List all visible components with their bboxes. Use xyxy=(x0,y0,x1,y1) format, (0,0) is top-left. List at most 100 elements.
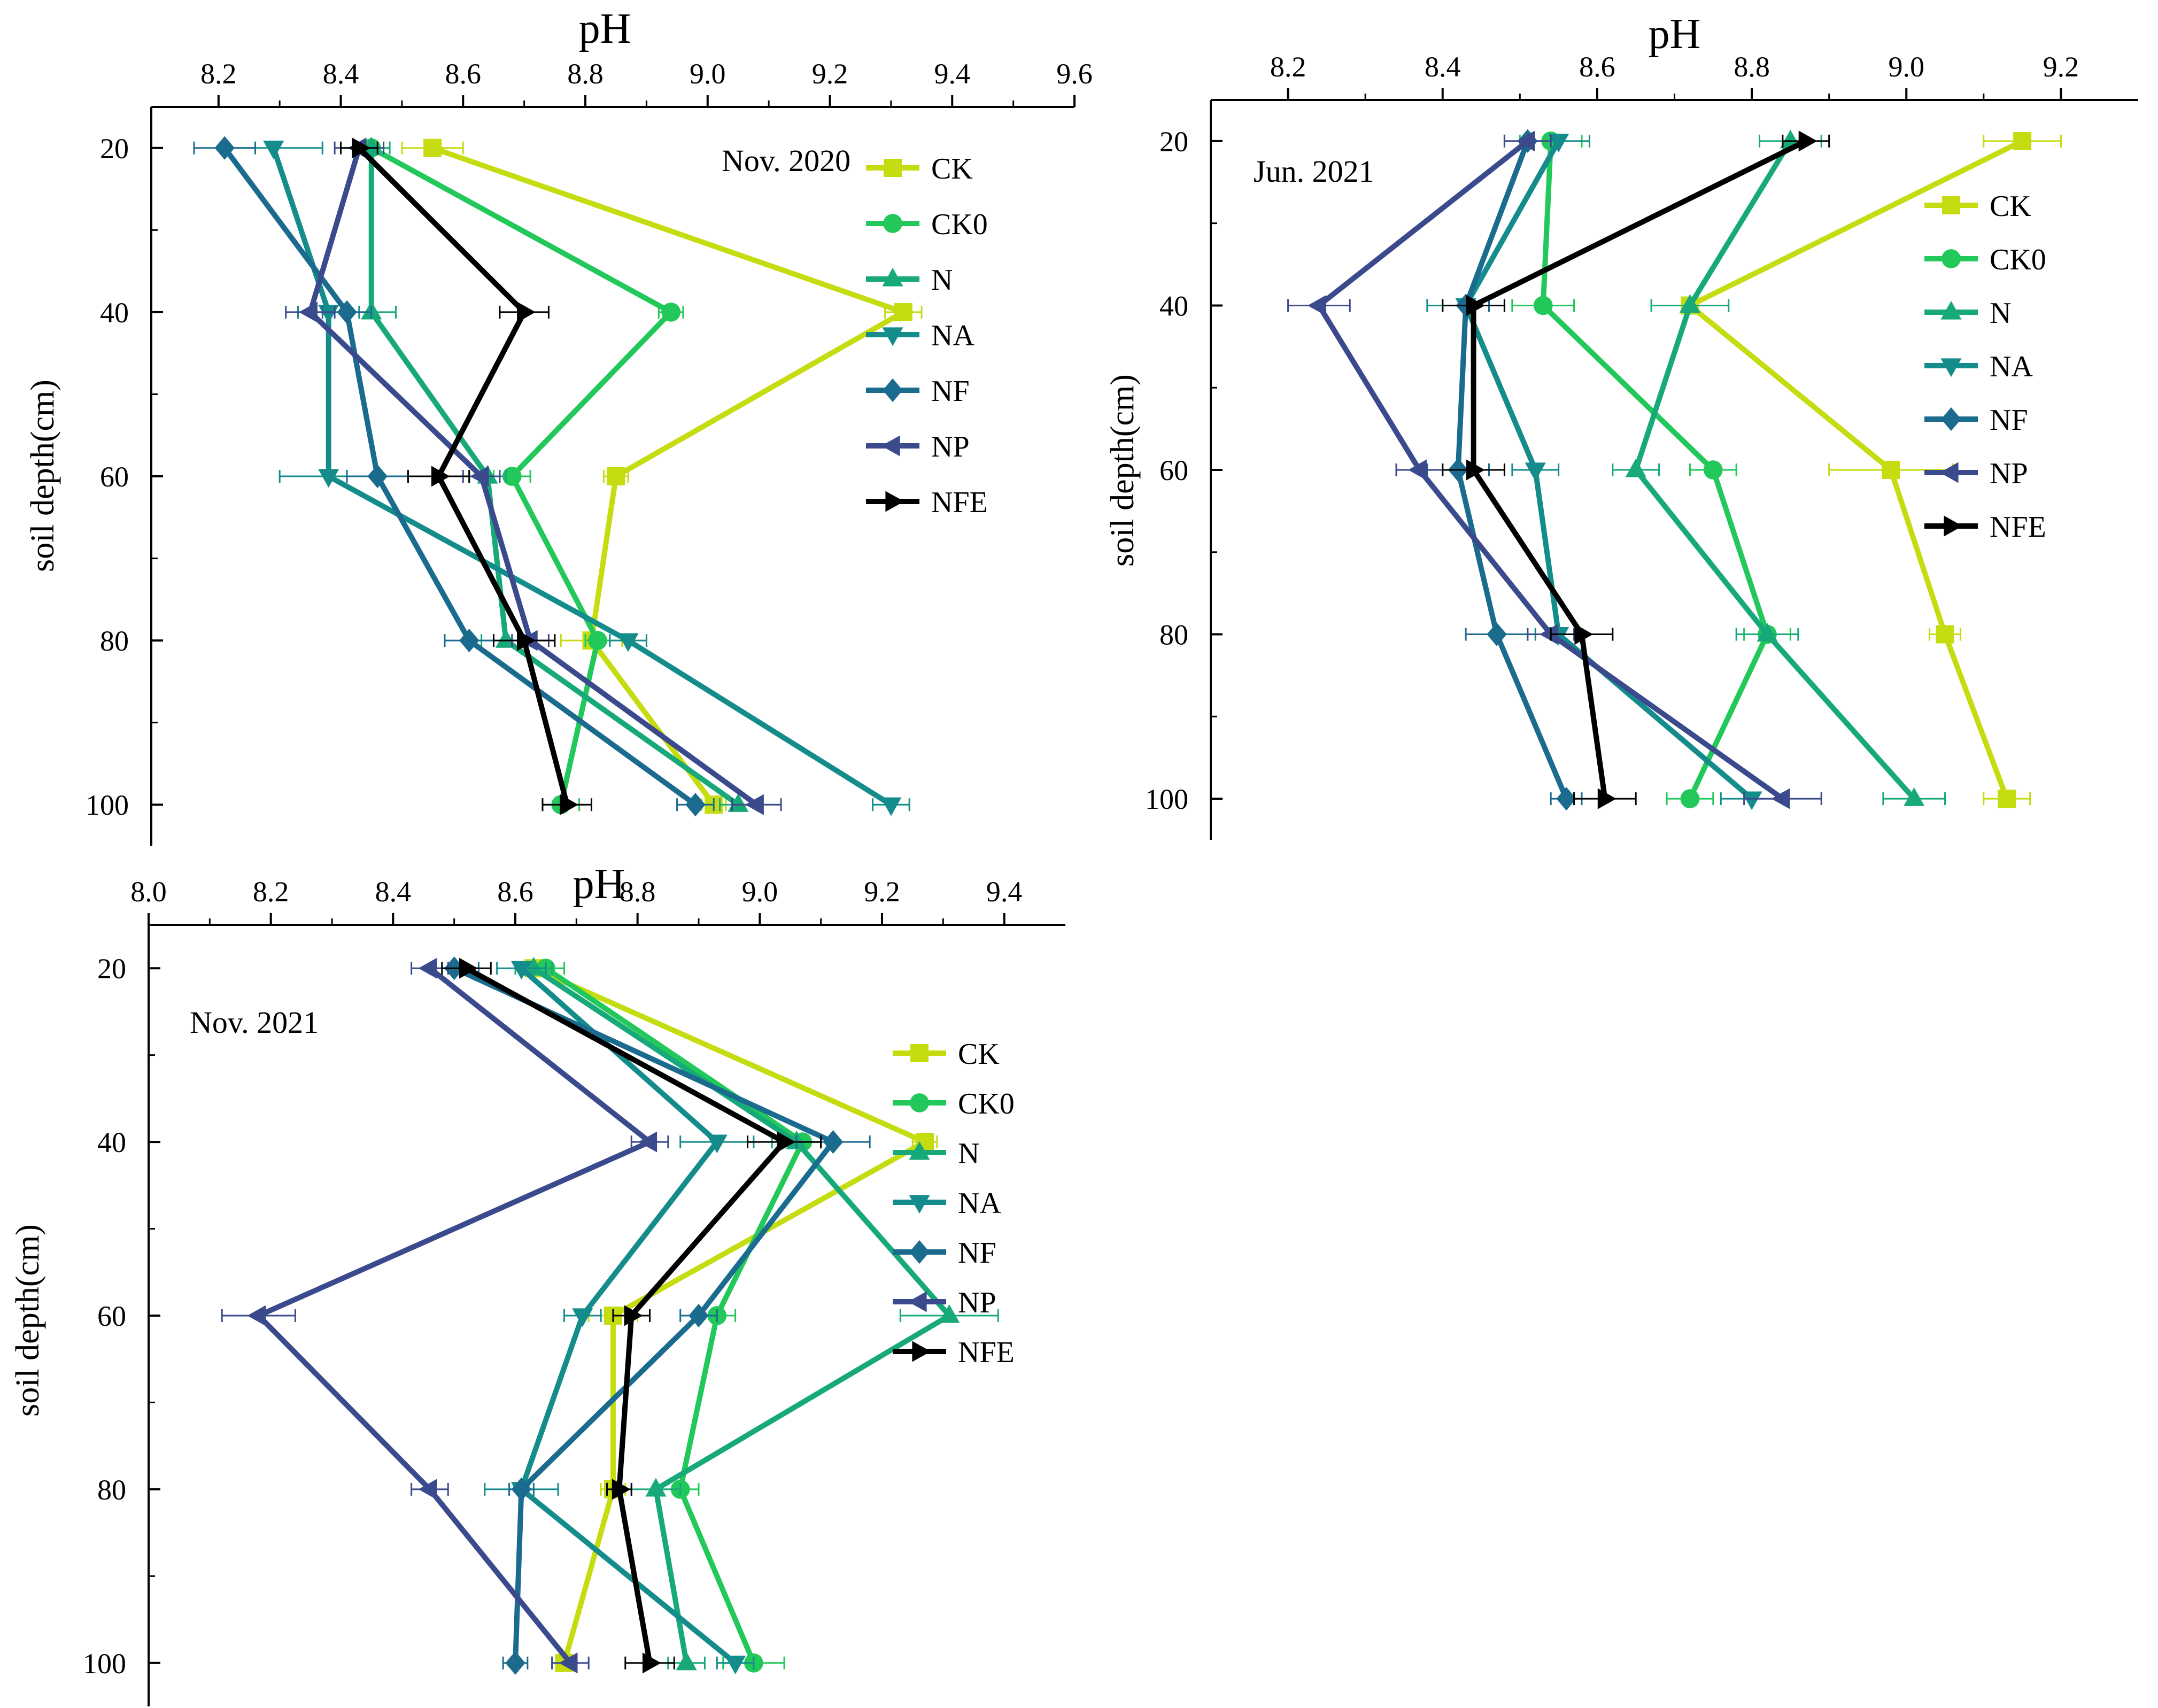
legend-marker xyxy=(881,435,900,457)
legend-marker xyxy=(1942,249,1961,268)
data-point xyxy=(1757,623,1778,642)
x-tick-label: 8.4 xyxy=(1425,51,1461,83)
legend-entry-ck0: CK0 xyxy=(1924,243,2046,276)
data-point xyxy=(318,305,339,324)
data-point xyxy=(1625,458,1646,477)
legend-entry-np: NP xyxy=(893,1286,996,1319)
legend-entry-nfe: NFE xyxy=(866,486,988,519)
y-tick-label: 80 xyxy=(97,1474,126,1506)
x-tick-label: 8.8 xyxy=(567,58,604,90)
legend-marker xyxy=(1940,300,1962,320)
data-point xyxy=(2013,132,2032,150)
data-point xyxy=(689,1303,709,1328)
legend-entry-ck0: CK0 xyxy=(866,208,988,241)
data-point xyxy=(1533,296,1553,315)
data-point xyxy=(725,1656,746,1675)
legend-entry-na: NA xyxy=(866,319,974,352)
series-nfe xyxy=(441,957,822,1674)
legend-marker xyxy=(1940,358,1962,377)
data-point xyxy=(588,631,607,650)
data-point xyxy=(612,1479,631,1500)
data-point xyxy=(517,302,536,323)
legend-label: CK0 xyxy=(1990,243,2046,276)
series-nfe xyxy=(1442,130,1830,809)
y-tick-label: 80 xyxy=(1159,619,1188,651)
y-tick-label: 40 xyxy=(97,1126,126,1158)
legend-marker xyxy=(885,491,904,512)
legend-marker xyxy=(1942,196,1960,214)
data-point xyxy=(1308,295,1327,316)
data-point xyxy=(560,794,578,815)
data-point xyxy=(728,793,749,812)
panel-date-label: Nov. 2020 xyxy=(722,143,850,178)
legend-entry-nf: NF xyxy=(893,1236,996,1270)
legend-marker xyxy=(883,214,902,233)
y-tick-label: 60 xyxy=(97,1300,126,1332)
x-tick-label: 9.0 xyxy=(690,58,726,90)
y-tick-label: 40 xyxy=(100,297,129,329)
panel-date-label: Jun. 2021 xyxy=(1254,154,1374,189)
data-point xyxy=(418,957,437,979)
legend-marker xyxy=(910,1044,929,1062)
y-tick-label: 40 xyxy=(1159,290,1188,322)
data-point xyxy=(1882,461,1900,479)
chart-panel-nov-2021: 8.0 8.2 8.4 8.6 8.8 9.0 9.2 9.4 20 40 60 80 100 pH soi… xyxy=(10,861,1065,1706)
series-nf xyxy=(193,136,715,817)
data-point xyxy=(1680,789,1700,808)
legend-label: NF xyxy=(931,375,970,408)
x-axis-title: pH xyxy=(1649,11,1701,58)
legend-entry-na: NA xyxy=(1924,350,2033,383)
legend-label: NP xyxy=(1990,457,2028,490)
legend-entry-na: NA xyxy=(893,1187,1001,1220)
data-point xyxy=(470,466,489,487)
data-point xyxy=(1466,459,1485,481)
legend-label: CK xyxy=(958,1038,1000,1071)
legend-marker xyxy=(909,1195,930,1214)
data-point xyxy=(505,1651,525,1675)
legend-label: NA xyxy=(931,319,974,352)
data-point xyxy=(1679,294,1700,313)
legend-marker xyxy=(912,1341,931,1362)
data-point xyxy=(572,1308,593,1327)
data-point xyxy=(337,300,357,324)
chart-panel-nov-2020: 8.2 8.4 8.6 8.8 9.0 9.2 9.4 9.6 20 40 60 80 100 pH soi… xyxy=(25,5,1093,846)
legend-label: N xyxy=(958,1137,979,1170)
legend-label: NA xyxy=(958,1187,1001,1220)
data-point xyxy=(676,1651,697,1671)
legend-entry-n: N xyxy=(1924,297,2011,330)
x-axis-title: pH xyxy=(573,861,625,908)
legend-entry-ck: CK xyxy=(893,1038,1000,1071)
data-point xyxy=(511,1477,532,1501)
legend-entry-ck0: CK0 xyxy=(893,1087,1015,1120)
legend-label: CK0 xyxy=(931,208,988,241)
data-point xyxy=(511,961,532,980)
legend-label: NP xyxy=(958,1286,996,1319)
x-tick-label: 8.2 xyxy=(200,58,237,90)
x-tick-label: 8.6 xyxy=(1579,51,1615,83)
data-point xyxy=(459,629,479,653)
data-point xyxy=(939,1304,960,1323)
x-tick-label: 9.2 xyxy=(812,58,848,90)
data-point xyxy=(638,1131,658,1153)
data-point xyxy=(1408,459,1427,481)
legend-entry-ck: CK xyxy=(866,152,973,186)
legend-entry-nf: NF xyxy=(1924,404,2028,437)
legend-label: NFE xyxy=(931,486,988,519)
data-point xyxy=(1771,788,1790,809)
data-point xyxy=(1548,134,1569,153)
data-point xyxy=(263,141,284,160)
x-tick-label: 8.0 xyxy=(130,876,167,908)
data-point xyxy=(661,303,681,322)
data-point xyxy=(894,303,912,321)
legend-label: NP xyxy=(931,430,970,463)
legend-label: N xyxy=(931,264,953,297)
data-point xyxy=(1539,624,1558,645)
data-point xyxy=(1466,295,1485,316)
y-tick-label: 100 xyxy=(1145,783,1188,815)
data-point xyxy=(517,630,536,651)
y-axis-title: soil depth(cm) xyxy=(10,1224,46,1417)
data-point xyxy=(685,793,706,817)
legend-marker xyxy=(882,327,903,346)
legend-entry-nfe: NFE xyxy=(1924,511,2046,544)
